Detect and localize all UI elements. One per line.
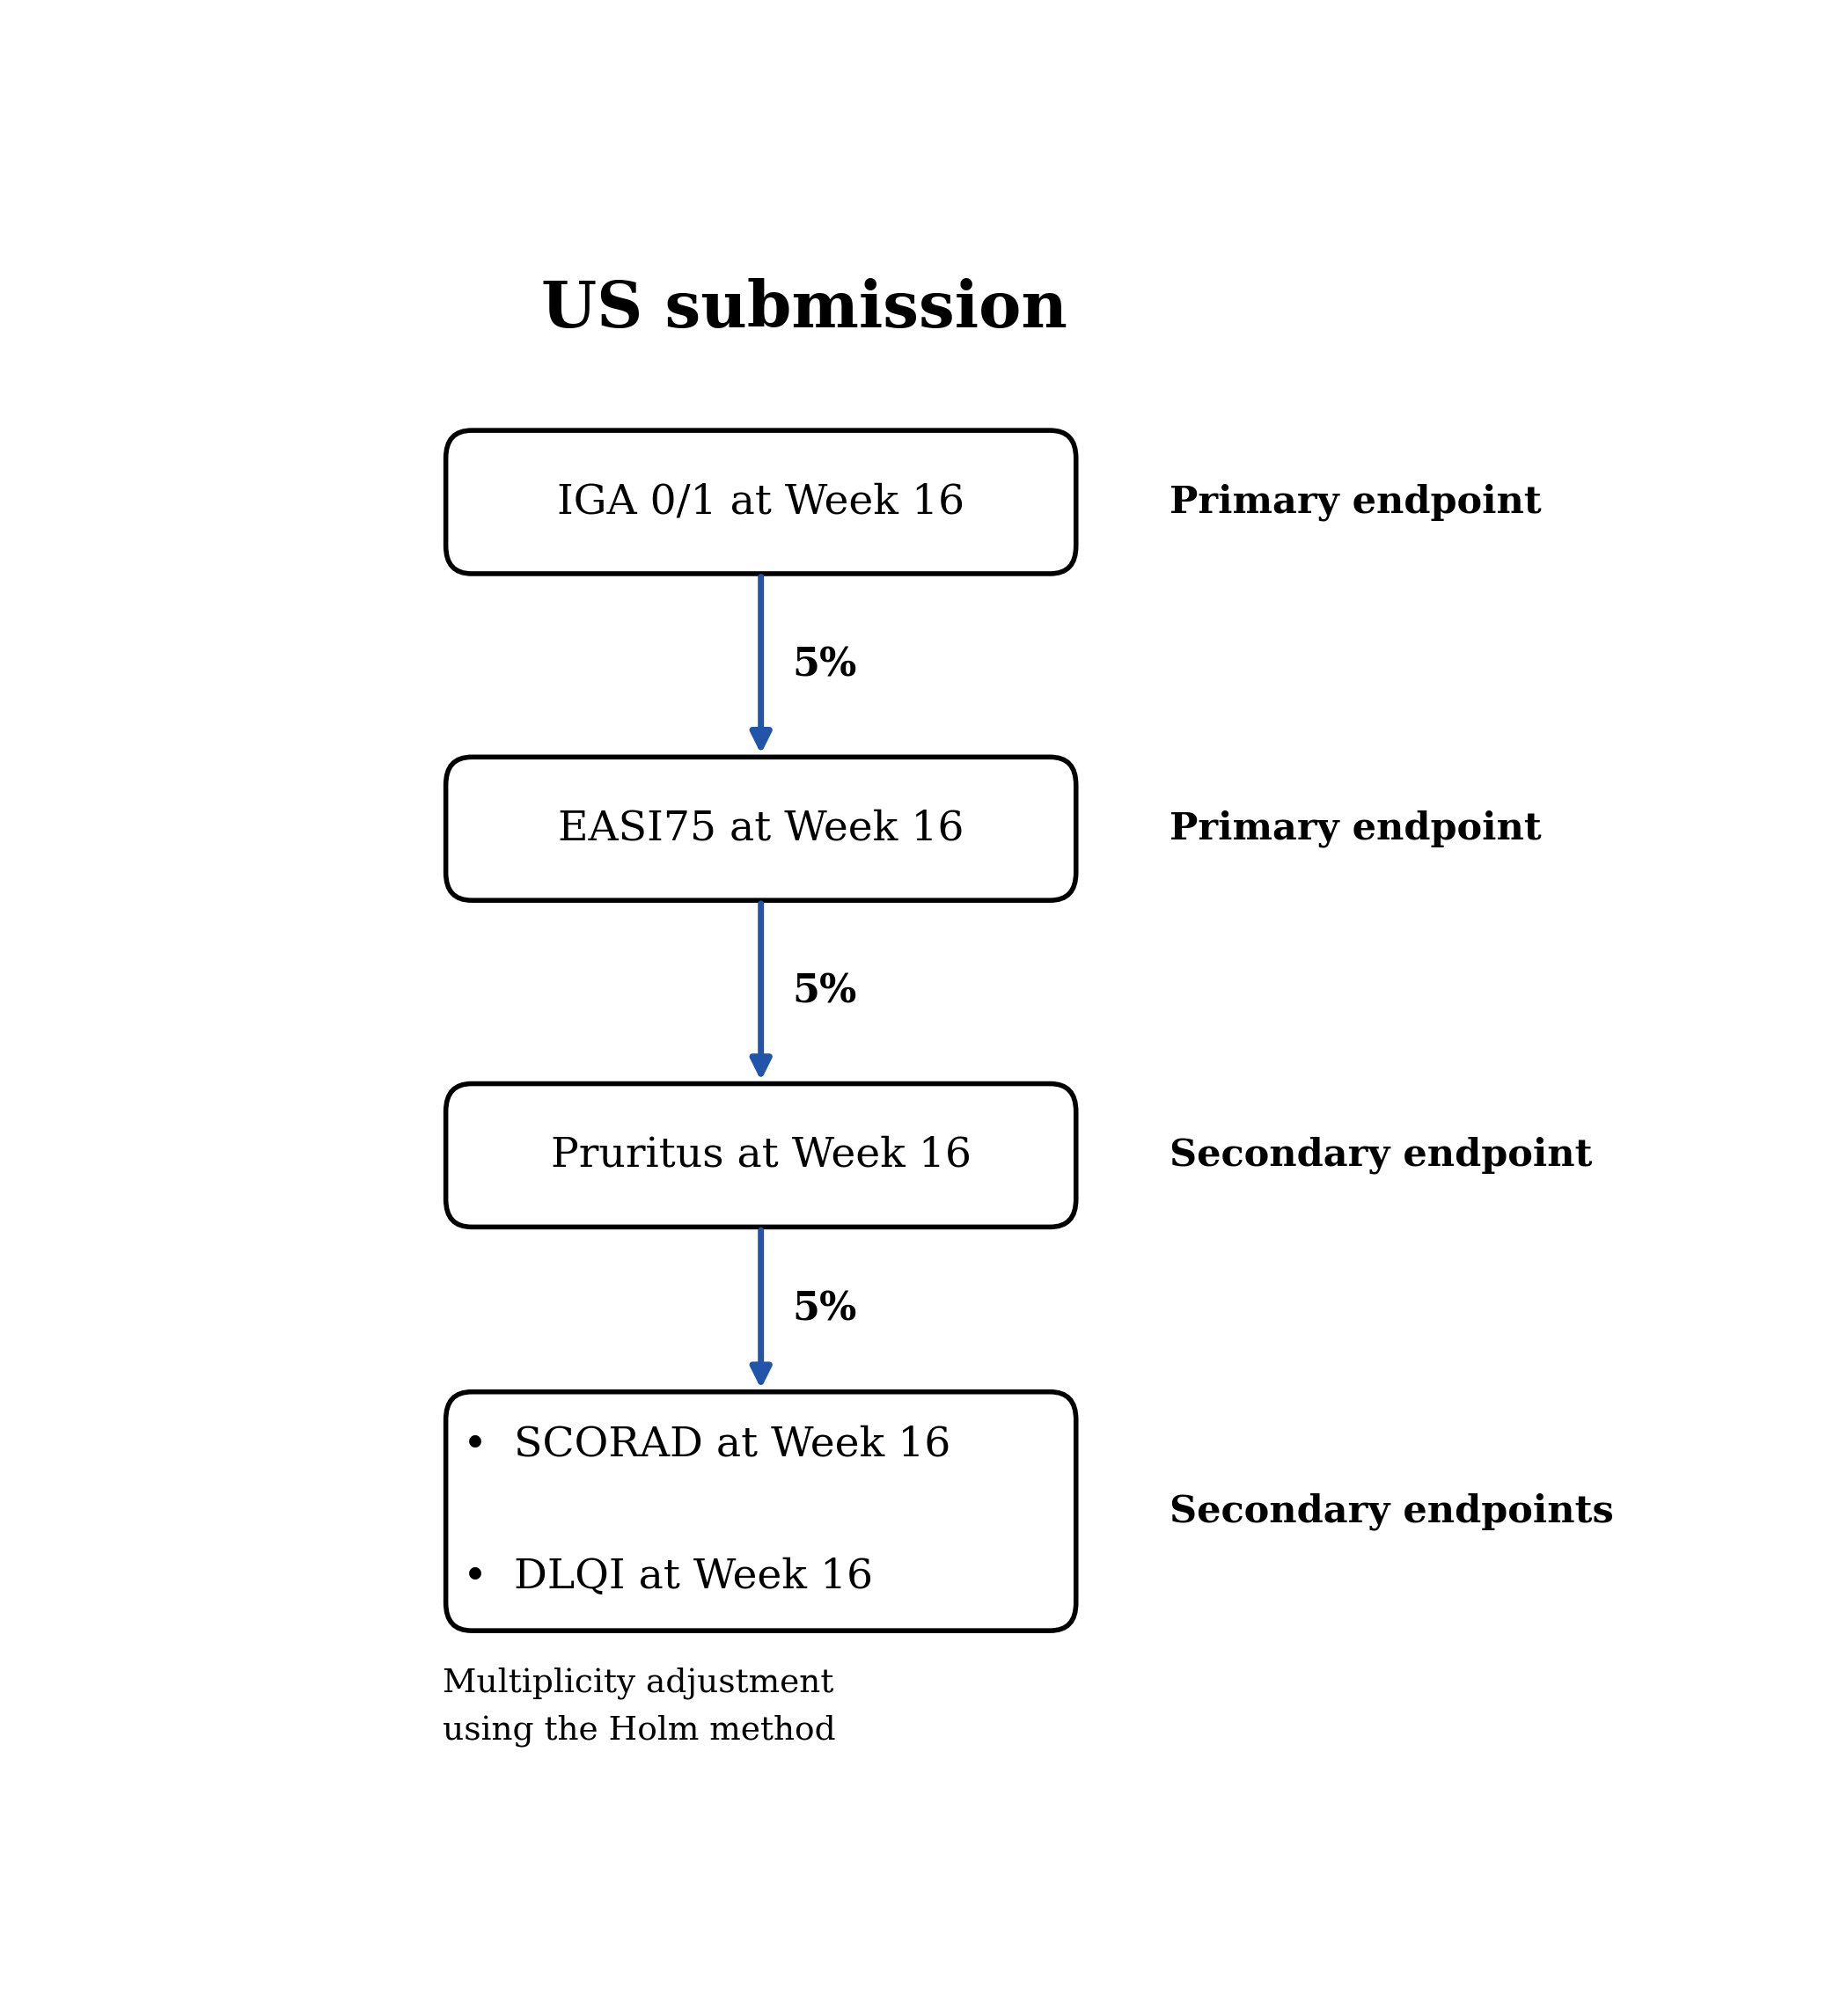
Text: Primary endpoint: Primary endpoint	[1170, 484, 1541, 520]
FancyBboxPatch shape	[445, 1393, 1076, 1631]
Text: Primary endpoint: Primary endpoint	[1170, 810, 1541, 846]
Text: EASI75 at Week 16: EASI75 at Week 16	[558, 808, 965, 848]
FancyBboxPatch shape	[445, 756, 1076, 900]
Text: US submission: US submission	[541, 278, 1066, 340]
FancyBboxPatch shape	[445, 1085, 1076, 1227]
Text: 5%: 5%	[793, 646, 857, 684]
Text: 5%: 5%	[793, 1291, 857, 1329]
Text: Multiplicity adjustment
using the Holm method: Multiplicity adjustment using the Holm m…	[444, 1667, 835, 1747]
Text: •  SCORAD at Week 16: • SCORAD at Week 16	[464, 1425, 952, 1465]
Text: 5%: 5%	[793, 972, 857, 1011]
Text: IGA 0/1 at Week 16: IGA 0/1 at Week 16	[556, 482, 965, 522]
Text: Pruritus at Week 16: Pruritus at Week 16	[551, 1135, 972, 1175]
FancyBboxPatch shape	[445, 430, 1076, 574]
Text: Secondary endpoint: Secondary endpoint	[1170, 1137, 1591, 1175]
Text: •  DLQI at Week 16: • DLQI at Week 16	[464, 1557, 874, 1597]
Text: Secondary endpoints: Secondary endpoints	[1170, 1493, 1613, 1531]
